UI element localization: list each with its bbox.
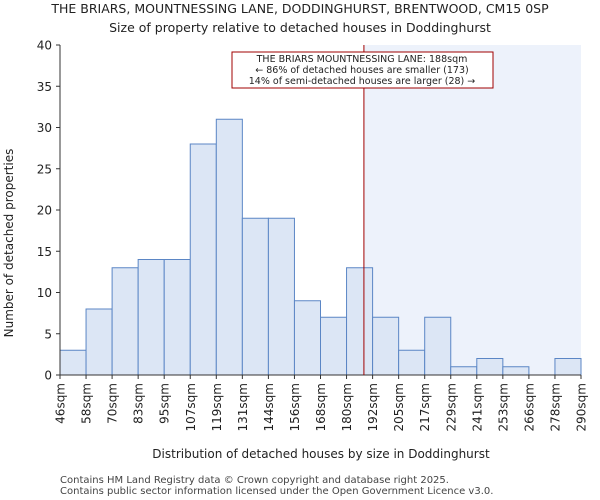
y-tick-label: 30 bbox=[37, 121, 52, 135]
x-tick-label: 192sqm bbox=[366, 383, 380, 431]
x-tick-label: 253sqm bbox=[496, 383, 510, 431]
bar bbox=[59, 349, 87, 376]
x-axis-label: Distribution of detached houses by size … bbox=[152, 447, 490, 461]
x-tick-label: 168sqm bbox=[314, 383, 328, 431]
x-tick-label: 241sqm bbox=[470, 383, 484, 431]
bar bbox=[450, 366, 478, 376]
annotation-line: 14% of semi-detached houses are larger (… bbox=[249, 76, 476, 87]
annotation-line: ← 86% of detached houses are smaller (17… bbox=[255, 65, 468, 76]
plot-area: 0 5 10 15 20 25 30 35 40 46sqm 58sqm 70sqm 83sqm 95sq… bbox=[37, 39, 589, 432]
x-tick-label: 180sqm bbox=[340, 383, 354, 431]
x-tick-label: 83sqm bbox=[132, 383, 146, 424]
y-tick-label: 20 bbox=[37, 204, 52, 218]
highlight-region bbox=[363, 45, 581, 375]
x-tick-label: 58sqm bbox=[80, 383, 94, 424]
bar bbox=[398, 349, 426, 376]
x-tick-label: 95sqm bbox=[158, 383, 172, 424]
x-tick-label: 229sqm bbox=[444, 383, 458, 431]
footer-line-2: Contains public sector information licen… bbox=[60, 486, 493, 497]
footer-line-1: Contains HM Land Registry data © Crown c… bbox=[60, 475, 449, 486]
x-tick-label: 156sqm bbox=[288, 383, 302, 431]
y-tick-label: 10 bbox=[37, 286, 52, 300]
x-tick-label: 107sqm bbox=[184, 383, 198, 431]
x-tick-label: 131sqm bbox=[236, 383, 250, 431]
bar bbox=[476, 358, 504, 376]
x-tick-label: 217sqm bbox=[418, 383, 432, 431]
y-tick-label: 15 bbox=[37, 245, 52, 259]
y-tick-label: 40 bbox=[37, 39, 52, 53]
bar bbox=[163, 259, 191, 376]
bar bbox=[554, 358, 582, 376]
annotation-line: THE BRIARS MOUNTNESSING LANE: 188sqm bbox=[256, 54, 468, 65]
bar bbox=[424, 316, 452, 376]
y-axis-label: Number of detached properties bbox=[2, 149, 16, 338]
y-tick-label: 5 bbox=[44, 327, 52, 341]
x-tick-label: 119sqm bbox=[210, 383, 224, 431]
bar bbox=[293, 300, 322, 376]
chart-title: THE BRIARS, MOUNTNESSING LANE, DODDINGHU… bbox=[50, 1, 549, 16]
y-tick-label: 35 bbox=[37, 80, 52, 94]
bar bbox=[241, 217, 269, 376]
x-tick-label: 290sqm bbox=[575, 383, 589, 431]
x-tick-label: 205sqm bbox=[392, 383, 406, 431]
bar bbox=[372, 316, 400, 376]
y-tick-label: 0 bbox=[44, 369, 52, 383]
chart-subtitle: Size of property relative to detached ho… bbox=[109, 20, 491, 35]
bar bbox=[85, 308, 113, 376]
bar bbox=[137, 259, 165, 376]
x-tick-label: 278sqm bbox=[548, 383, 562, 431]
bar bbox=[111, 267, 139, 376]
x-tick-label: 70sqm bbox=[106, 383, 120, 424]
bar bbox=[346, 267, 374, 376]
bar bbox=[189, 143, 217, 376]
y-tick-label: 25 bbox=[37, 162, 52, 176]
x-tick-label: 144sqm bbox=[262, 383, 276, 431]
x-tick-label: 46sqm bbox=[54, 383, 68, 424]
bar bbox=[502, 366, 530, 376]
x-tick-label: 266sqm bbox=[522, 383, 536, 431]
annotation-box bbox=[231, 51, 494, 89]
bar bbox=[267, 217, 295, 376]
bar bbox=[320, 316, 348, 376]
bar bbox=[215, 118, 243, 376]
